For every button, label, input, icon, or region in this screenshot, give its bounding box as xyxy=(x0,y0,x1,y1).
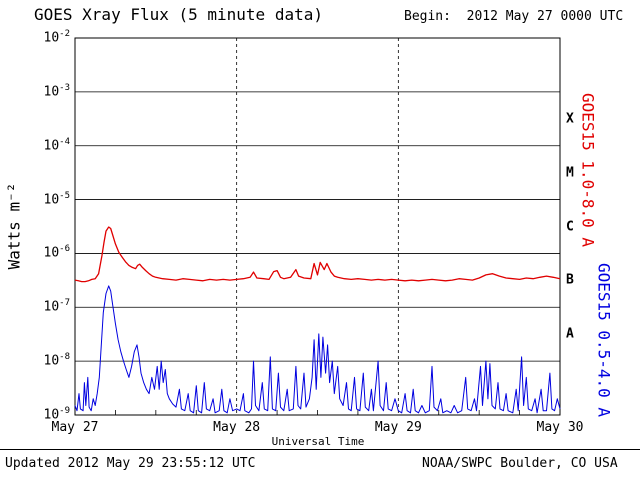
updated-timestamp: Updated 2012 May 29 23:55:12 UTC xyxy=(5,456,256,471)
source-credit: NOAA/SWPC Boulder, CO USA xyxy=(422,456,618,471)
series-line-0 xyxy=(74,226,561,283)
y-axis-title: Watts m⁻² xyxy=(4,182,24,270)
chart-title: GOES Xray Flux (5 minute data) xyxy=(34,5,323,24)
begin-label: Begin: 2012 May 27 0000 UTC xyxy=(404,9,624,24)
plot-frame xyxy=(74,37,561,416)
x-axis-title: Universal Time xyxy=(271,435,365,448)
footer-divider xyxy=(0,449,640,450)
series-line-1 xyxy=(74,285,561,414)
